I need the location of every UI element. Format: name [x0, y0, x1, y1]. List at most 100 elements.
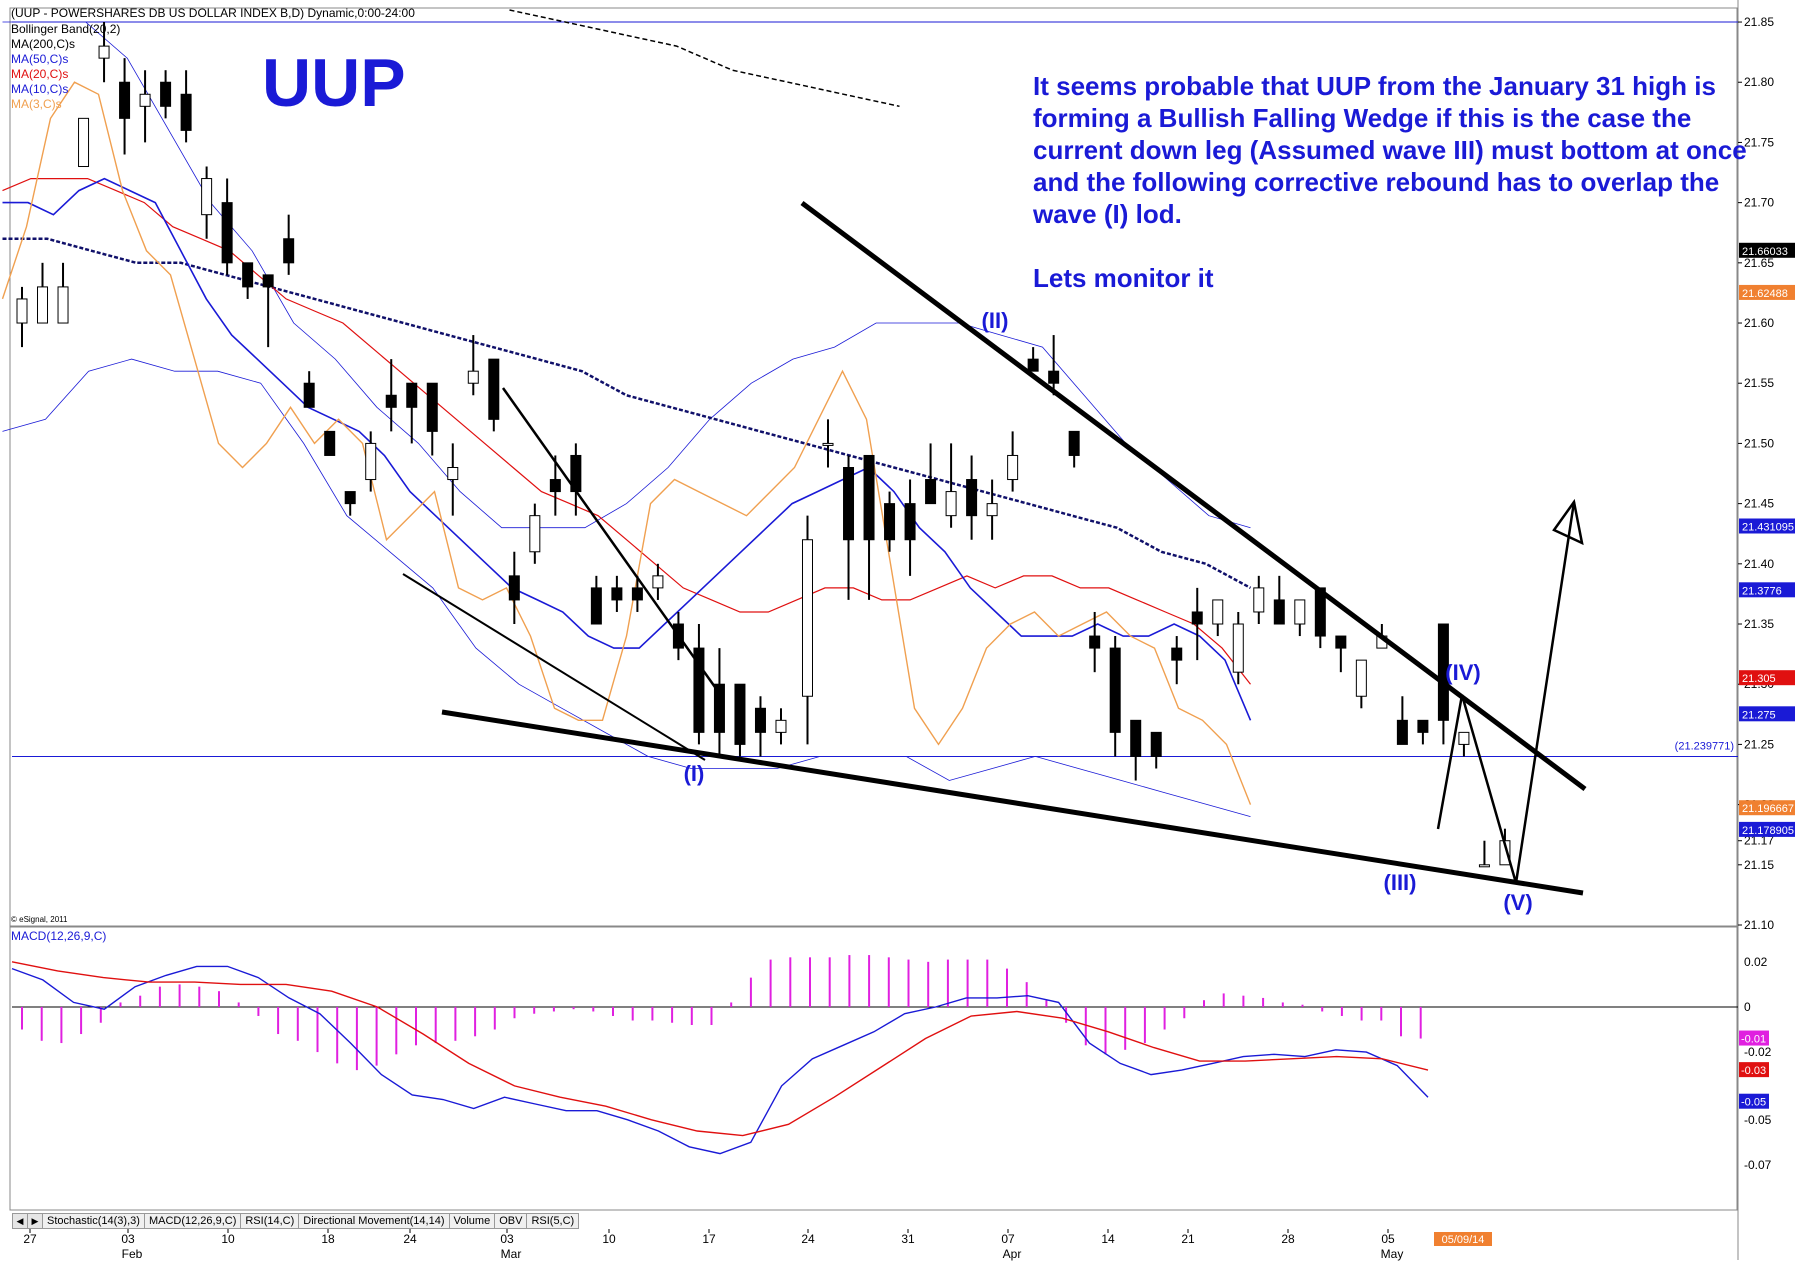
candle-bear	[1191, 611, 1203, 625]
indicator-tab[interactable]: OBV	[495, 1213, 528, 1229]
price-tag-label: 21.3776	[1742, 585, 1782, 597]
price-tick-label: 21.65	[1744, 256, 1774, 270]
candle-bear	[119, 81, 131, 119]
candle-bear	[966, 479, 978, 517]
indicator-label: MA(3,C)s	[11, 97, 62, 111]
candle-bear	[631, 587, 643, 601]
candle-bull	[98, 45, 110, 59]
candle-bull	[447, 467, 459, 481]
month-label: Feb	[122, 1247, 143, 1261]
candle-bear	[1109, 647, 1121, 733]
candle-bear	[884, 503, 896, 541]
chart-title: UUP	[262, 45, 406, 121]
price-tag	[1739, 821, 1795, 837]
candle-bull	[139, 93, 151, 107]
reference-line-label: (21.239771)	[1675, 740, 1734, 752]
wave-label: (II)	[982, 308, 1009, 333]
candle-bull	[986, 503, 998, 517]
candle-bear	[549, 479, 561, 493]
candle-bull	[1212, 599, 1224, 625]
candle-bear	[180, 93, 192, 131]
month-label: May	[1381, 1247, 1404, 1261]
macd-panel-frame	[9, 925, 1738, 1211]
indicator-tab[interactable]: MACD(12,26,9,C)	[144, 1213, 242, 1229]
price-tick-label: 21.15	[1744, 858, 1774, 872]
tab-scroll-right-icon[interactable]: ▶	[28, 1213, 43, 1229]
candle-bull	[1294, 599, 1306, 625]
candle-bull	[1253, 587, 1265, 613]
ma50-line	[2, 237, 1252, 589]
candle-bear	[303, 382, 315, 408]
macd-tag	[1739, 1093, 1769, 1109]
candle-bear	[1027, 358, 1039, 372]
candle-bear	[160, 81, 172, 107]
month-label: Apr	[1003, 1247, 1022, 1261]
candle-bull	[775, 719, 787, 733]
annotation-text: It seems probable that UUP from the Janu…	[1033, 70, 1753, 326]
candle-bull	[529, 515, 541, 553]
date-tick-label: 31	[901, 1232, 915, 1246]
macd-label: MACD(12,26,9,C)	[11, 929, 107, 943]
wave-projection-path	[1436, 501, 1576, 884]
price-tick-label: 21.17	[1744, 834, 1774, 848]
indicator-tab[interactable]: Stochastic(14(3),3)	[43, 1213, 145, 1229]
candle-bear	[1417, 719, 1429, 733]
wave-label: (IV)	[1445, 660, 1480, 685]
candle-bear	[1437, 623, 1449, 721]
price-tag	[1739, 242, 1795, 258]
candle-bear	[426, 382, 438, 432]
price-tag-label: 21.431095	[1742, 521, 1794, 533]
candle-bear	[925, 479, 937, 505]
candle-bull	[1478, 864, 1490, 868]
price-tick-label: 21.85	[1744, 15, 1774, 29]
candle-bear	[508, 575, 520, 601]
candle-bear	[283, 238, 295, 264]
price-tag	[1739, 670, 1795, 686]
annotation-paragraph: It seems probable that UUP from the Janu…	[1033, 71, 1747, 229]
candle-bear	[863, 454, 875, 541]
price-tick-label: 21.10	[1744, 918, 1774, 932]
price-tag-label: 21.66033	[1742, 246, 1788, 258]
macd-tick-label: -0.02	[1744, 1045, 1772, 1059]
candle-bear	[1335, 635, 1347, 649]
annotation-paragraph: Lets monitor it	[1033, 263, 1214, 293]
indicator-tab[interactable]: Directional Movement(14,14)	[299, 1213, 450, 1229]
candle-bear	[754, 707, 766, 733]
date-tick-label: 05	[1381, 1232, 1395, 1246]
candle-bull	[652, 575, 664, 589]
candle-bull	[78, 117, 90, 168]
candle-bull	[1458, 731, 1470, 745]
candle-bull	[1355, 659, 1367, 697]
price-tick-label: 21.55	[1744, 376, 1774, 390]
indicator-tab[interactable]: RSI(5,C)	[527, 1213, 580, 1229]
ma20-line	[2, 178, 1251, 685]
date-tag-label: 05/09/14	[1442, 1234, 1485, 1246]
candle-bull	[201, 178, 213, 216]
ma200-line	[509, 9, 900, 108]
candle-bear	[221, 202, 233, 264]
candle-bear	[693, 647, 705, 733]
indicator-tab[interactable]: RSI(14,C)	[241, 1213, 300, 1229]
price-tick-label: 21.50	[1744, 436, 1774, 450]
price-tick-label: 21.70	[1744, 196, 1774, 210]
indicator-label: Bollinger Band(20,2)	[11, 22, 121, 36]
price-tag-label: 21.305	[1742, 673, 1776, 685]
candle-bear	[590, 587, 602, 625]
price-tick-label: 21.60	[1744, 316, 1774, 330]
price-tick-label: 21.25	[1744, 737, 1774, 751]
candle-bear	[734, 683, 746, 745]
date-tick-label: 10	[221, 1232, 235, 1246]
copyright: © eSignal, 2011	[11, 915, 68, 924]
candle-bear	[904, 503, 916, 541]
tab-scroll-left-icon[interactable]: ◀	[12, 1213, 28, 1229]
month-label: Mar	[501, 1247, 522, 1261]
macd-tick-label: 0	[1744, 1000, 1751, 1014]
price-tick-label: 21.45	[1744, 497, 1774, 511]
channel-lower-trendline	[402, 573, 706, 761]
macd-line	[11, 965, 1429, 1155]
ma3-line	[1, 81, 1252, 805]
indicator-tab[interactable]: Volume	[449, 1213, 496, 1229]
projection-arrow-icon	[1552, 498, 1584, 546]
date-tick-label: 27	[23, 1232, 37, 1246]
